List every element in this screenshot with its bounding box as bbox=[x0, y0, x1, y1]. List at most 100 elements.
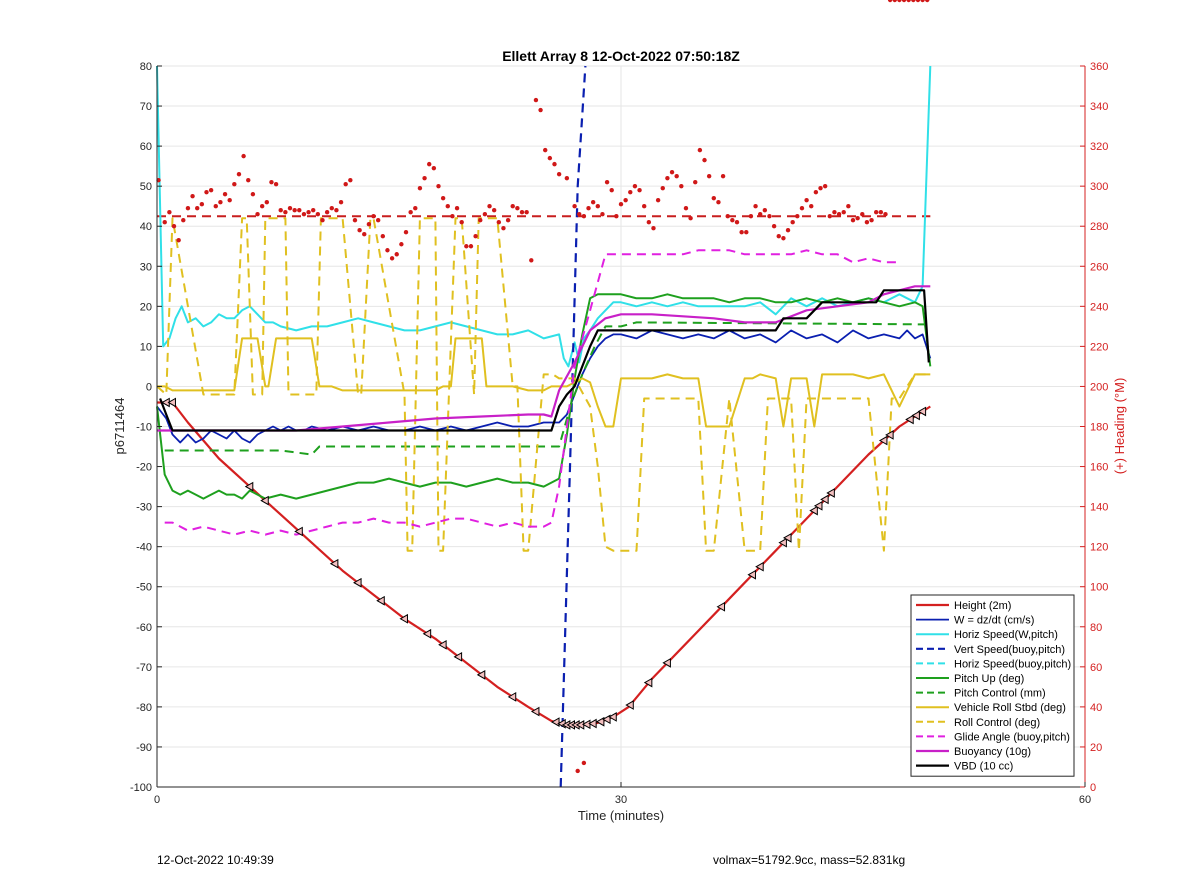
heading-point bbox=[674, 173, 679, 179]
y-tick-label: 80 bbox=[140, 61, 152, 73]
legend-entry: Vert Speed(buoy,pitch) bbox=[954, 644, 1065, 656]
heading-point bbox=[869, 218, 874, 223]
heading-point bbox=[846, 203, 851, 209]
heading-point bbox=[897, 0, 902, 3]
heading-point bbox=[311, 208, 316, 213]
heading-point bbox=[292, 208, 297, 213]
y2-tick-label: 220 bbox=[1090, 341, 1108, 353]
heading-point bbox=[185, 205, 191, 211]
heading-point bbox=[171, 224, 177, 229]
y2-tick-label: 60 bbox=[1090, 662, 1102, 674]
heading-point bbox=[702, 157, 707, 163]
heading-point bbox=[297, 208, 302, 213]
y-tick-label: -50 bbox=[136, 582, 152, 594]
heading-point bbox=[739, 230, 744, 235]
heading-point bbox=[697, 147, 703, 153]
height-marker bbox=[783, 532, 792, 543]
height-marker bbox=[453, 651, 463, 662]
heading-point bbox=[454, 205, 460, 211]
heading-point bbox=[874, 210, 879, 215]
heading-point bbox=[329, 205, 334, 211]
y-tick-label: -80 bbox=[136, 702, 152, 714]
heading-point bbox=[482, 212, 488, 217]
heading-point bbox=[464, 244, 469, 249]
heading-point bbox=[357, 228, 362, 233]
heading-point bbox=[468, 244, 474, 249]
legend-entry: Horiz Speed(W,pitch) bbox=[954, 629, 1058, 641]
height-marker bbox=[625, 700, 634, 710]
heading-point bbox=[915, 0, 921, 3]
heading-point bbox=[575, 768, 580, 774]
height-marker bbox=[376, 595, 385, 606]
series-line-2 bbox=[156, 65, 932, 368]
heading-point bbox=[222, 191, 228, 197]
heading-point bbox=[338, 199, 344, 205]
heading-point bbox=[246, 177, 251, 183]
heading-point bbox=[348, 177, 353, 183]
height-marker bbox=[662, 657, 671, 668]
y-tick-label: 30 bbox=[140, 261, 152, 273]
legend-entry: Pitch Up (deg) bbox=[954, 673, 1024, 685]
heading-point bbox=[720, 173, 726, 179]
heading-point bbox=[403, 230, 409, 235]
height-marker bbox=[438, 639, 447, 650]
legend-entry: Vehicle Roll Stbd (deg) bbox=[954, 702, 1066, 714]
legend-entry: Pitch Control (mm) bbox=[954, 688, 1046, 700]
height-marker bbox=[476, 669, 486, 680]
heading-point bbox=[478, 218, 483, 223]
heading-point bbox=[204, 189, 209, 195]
heading-point bbox=[162, 220, 167, 225]
heading-point bbox=[906, 0, 911, 3]
heading-point bbox=[730, 218, 735, 223]
legend-entry: Horiz Speed(buoy,pitch) bbox=[954, 658, 1071, 670]
heading-point bbox=[901, 0, 907, 3]
legend-entry: Buoyancy (10g) bbox=[954, 746, 1031, 758]
heading-point bbox=[232, 181, 237, 187]
heading-point bbox=[850, 218, 856, 223]
y-tick-label: -10 bbox=[136, 422, 152, 434]
heading-point bbox=[725, 214, 730, 219]
heading-point bbox=[771, 224, 777, 229]
series-line-3 bbox=[559, 65, 587, 788]
series-line-8 bbox=[156, 217, 931, 552]
heading-point bbox=[496, 220, 502, 225]
heading-point bbox=[250, 191, 256, 197]
series-layer bbox=[156, 0, 932, 788]
y2-axis-label: (+) Heading (°M) bbox=[1112, 378, 1127, 475]
y2-tick-label: 280 bbox=[1090, 221, 1108, 233]
heading-point bbox=[762, 208, 768, 213]
heading-point bbox=[389, 256, 395, 261]
legend-entry: VBD (10 cc) bbox=[954, 761, 1013, 773]
heading-point bbox=[208, 187, 214, 193]
heading-point bbox=[804, 197, 809, 203]
height-marker bbox=[826, 488, 835, 498]
heading-point bbox=[860, 212, 865, 217]
heading-point bbox=[646, 220, 652, 225]
heading-point bbox=[352, 218, 358, 223]
y2-tick-label: 0 bbox=[1090, 782, 1096, 794]
heading-point bbox=[581, 760, 587, 766]
y2-tick-label: 360 bbox=[1090, 61, 1108, 73]
height-marker bbox=[608, 712, 617, 722]
heading-point bbox=[538, 107, 543, 113]
heading-point bbox=[255, 212, 260, 217]
x-tick-label: 60 bbox=[1079, 794, 1091, 806]
heading-point bbox=[665, 175, 670, 181]
heading-point bbox=[564, 175, 570, 181]
legend: Height (2m) W = dz/dt (cm/s) Horiz Speed(W… bbox=[910, 594, 1075, 777]
heading-point bbox=[711, 195, 716, 201]
heading-point bbox=[515, 205, 520, 211]
y2-tick-label: 200 bbox=[1090, 381, 1108, 393]
series-line-5 bbox=[156, 293, 932, 500]
heading-point bbox=[753, 203, 758, 209]
heading-point bbox=[375, 218, 381, 223]
y2-tick-label: 140 bbox=[1090, 502, 1108, 514]
heading-point bbox=[181, 218, 186, 223]
y-tick-label: 40 bbox=[140, 221, 152, 233]
y-tick-label: 0 bbox=[146, 381, 152, 393]
heading-point bbox=[510, 203, 515, 209]
heading-point bbox=[836, 212, 842, 217]
y-tick-label: 20 bbox=[140, 301, 152, 313]
heading-point bbox=[878, 210, 884, 215]
heading-point bbox=[827, 214, 832, 219]
